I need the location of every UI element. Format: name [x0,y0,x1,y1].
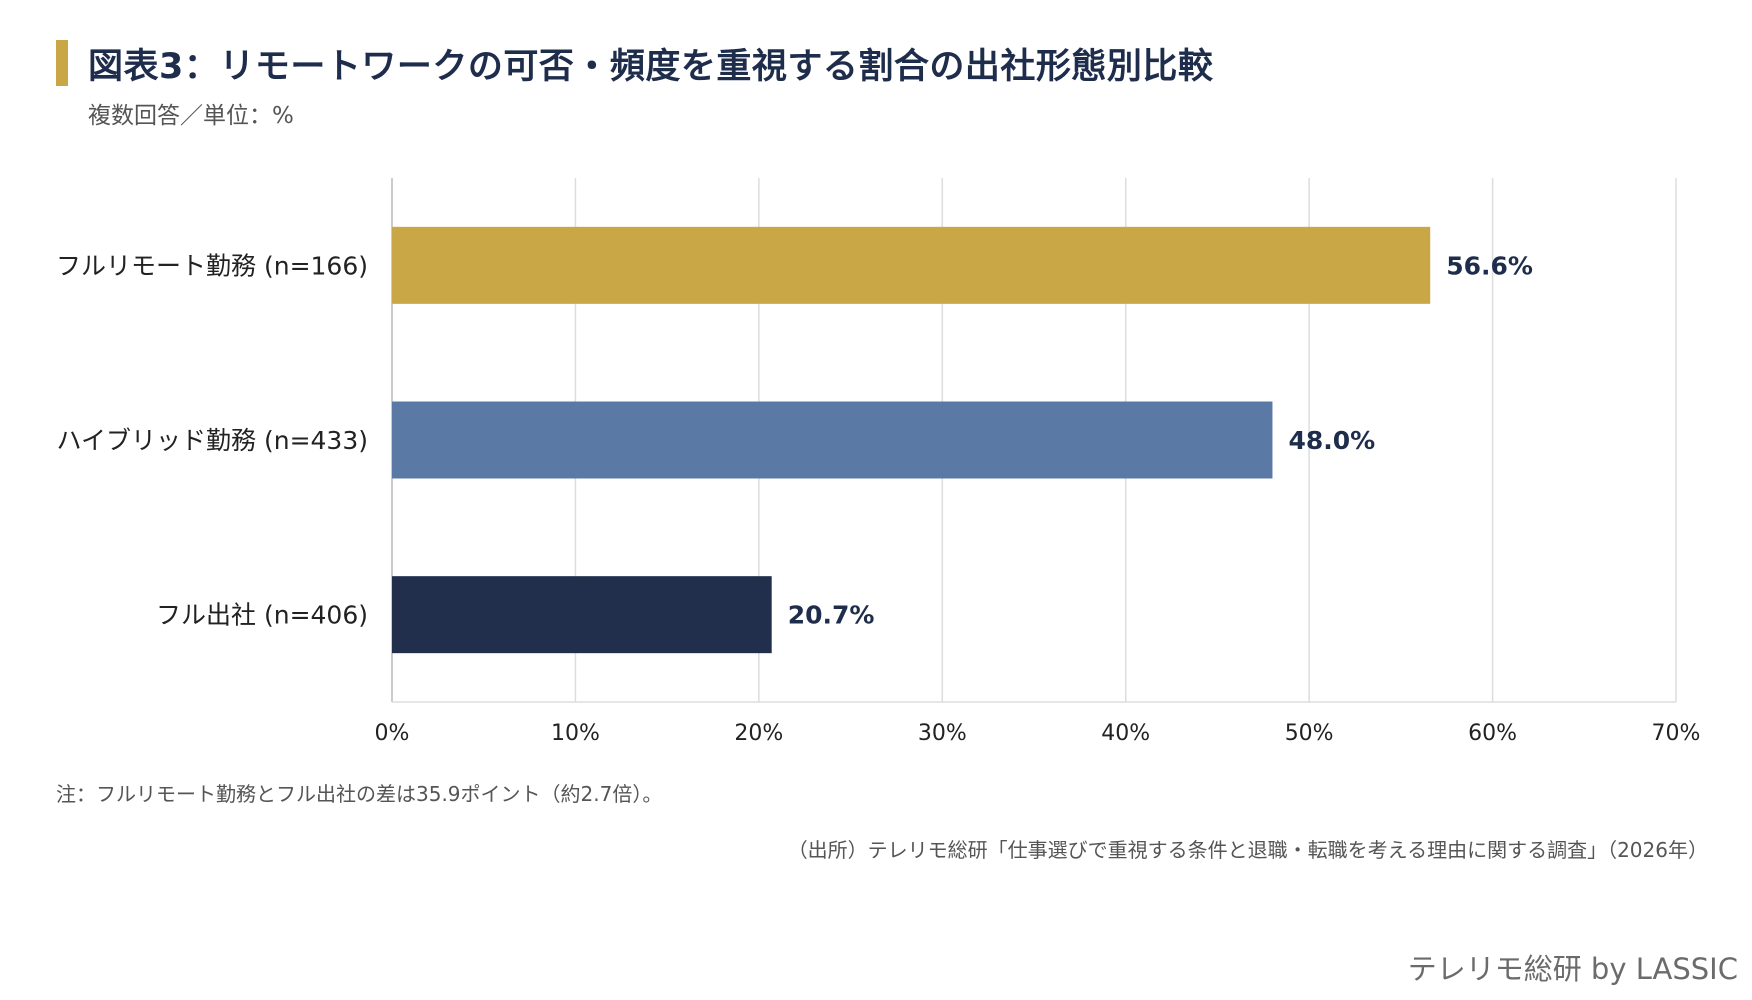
bar-chart: 0% 10% 20% 30% 40% 50% 60% 70% フルリモート勤務 (n=166) 5… [56,178,1701,746]
chart-title: 図表3：リモートワークの可否・頻度を重視する割合の出社形態別比較 [88,47,1214,87]
bar [392,401,1273,479]
x-tick-label: 20% [734,721,783,746]
x-tick-label: 70% [1652,721,1701,746]
x-tick-label: 40% [1101,721,1150,746]
data-label: 20.7% [788,601,875,630]
x-tick-label: 10% [551,721,600,746]
title-accent-bar [56,40,68,86]
chart-note: 注：フルリモート勤務とフル出社の差は35.9ポイント（約2.7倍）。 [56,782,663,806]
category-label: フル出社 (n=406) [156,601,368,630]
bar [392,576,772,654]
x-tick-label: 30% [918,721,967,746]
data-label: 48.0% [1288,426,1375,455]
source-citation: （出所）テレリモ総研「仕事選びで重視する条件と退職・転職を考える理由に関する調査… [787,838,1708,862]
bar [392,226,1431,304]
brand-logo-text: テレリモ総研 by LASSIC [1407,952,1738,986]
x-tick-label: 0% [375,721,410,746]
category-label: フルリモート勤務 (n=166) [56,251,368,280]
chart-subtitle: 複数回答／単位：% [88,103,294,129]
category-label: ハイブリッド勤務 (n=433) [57,426,368,455]
data-label: 56.6% [1446,251,1533,280]
x-tick-label: 60% [1468,721,1517,746]
x-tick-label: 50% [1285,721,1334,746]
